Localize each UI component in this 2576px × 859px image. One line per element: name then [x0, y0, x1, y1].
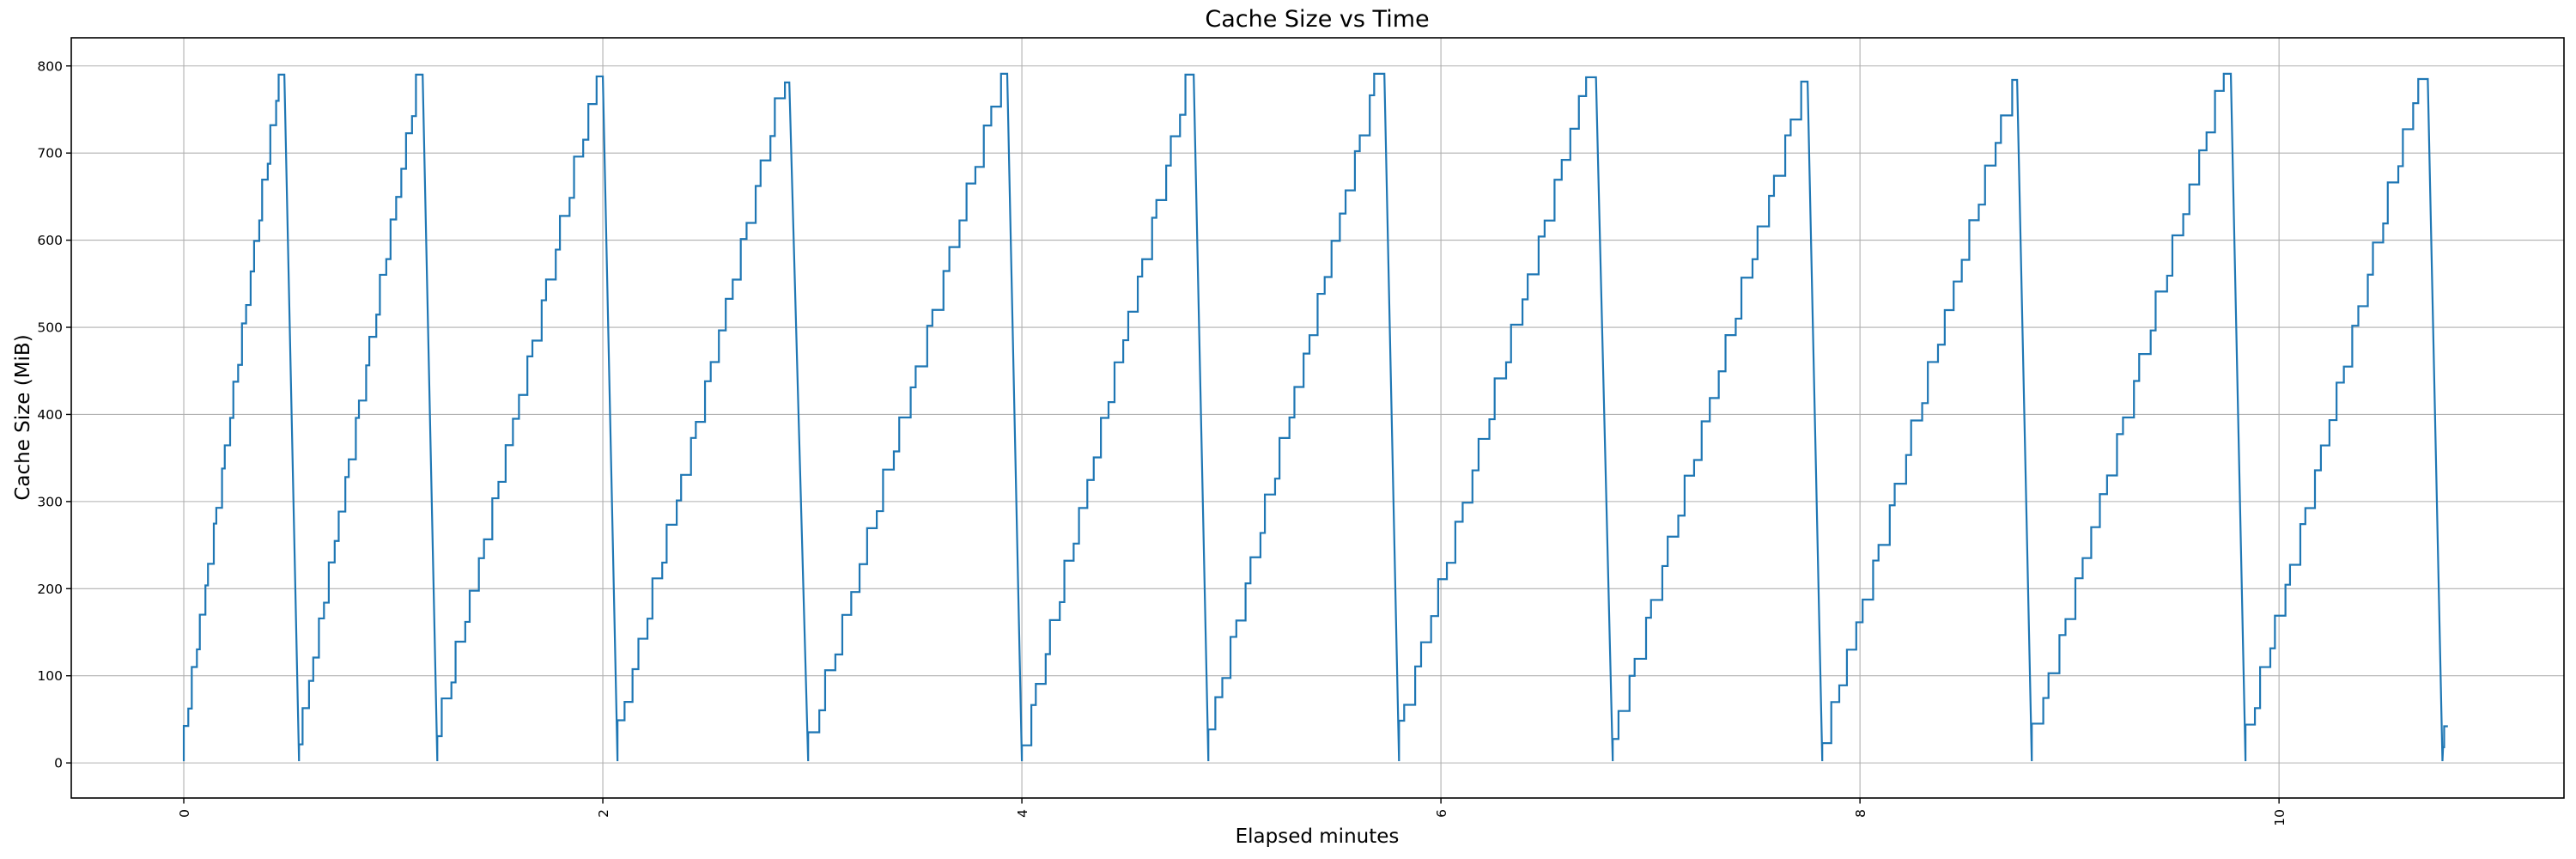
y-tick-label: 600 [37, 233, 63, 248]
grid-lines [71, 38, 2564, 798]
x-tick-label: 2 [596, 809, 611, 818]
y-tick-label: 700 [37, 146, 63, 161]
x-tick-label: 8 [1853, 809, 1868, 818]
y-axis-label: Cache Size (MiB) [12, 334, 34, 500]
y-tick-label: 500 [37, 320, 63, 336]
y-tick-label: 100 [37, 668, 63, 684]
chart-title: Cache Size vs Time [1205, 6, 1429, 33]
x-tick-label: 6 [1434, 809, 1449, 818]
y-tick-label: 400 [37, 407, 63, 423]
x-tick-label: 10 [2272, 809, 2287, 826]
y-tick-label: 0 [54, 756, 63, 771]
y-tick-label: 800 [37, 58, 63, 74]
x-axis-label: Elapsed minutes [1236, 825, 1400, 848]
y-tick-label: 200 [37, 582, 63, 597]
cache-size-series-line [182, 72, 2448, 762]
axis-ticks: 0 100 200 300 400 500 600 700 800 0 2 4 6 8 10 [37, 58, 2287, 825]
x-tick-label: 0 [177, 809, 192, 818]
x-tick-label: 4 [1015, 809, 1030, 818]
y-tick-label: 300 [37, 494, 63, 509]
axes-frame [70, 37, 2565, 799]
